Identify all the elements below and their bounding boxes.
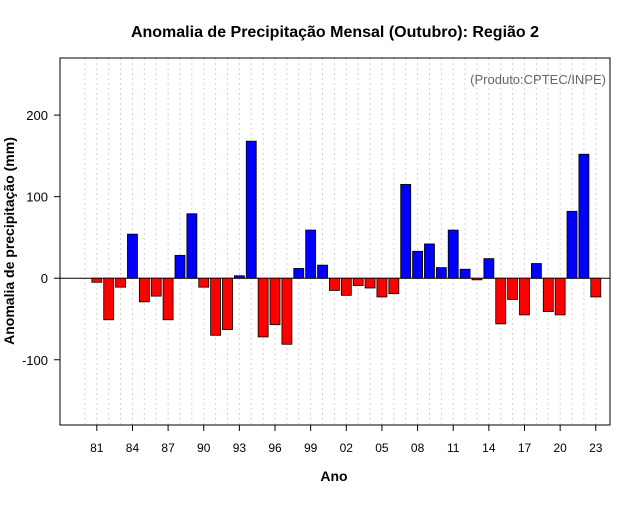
x-tick-label: 23 [589,441,603,455]
bar [222,277,233,330]
x-tick-label: 17 [518,441,532,455]
x-tick-label: 93 [233,441,247,455]
bar [566,210,578,279]
x-tick-label: 05 [375,441,389,455]
bar [115,277,126,288]
x-tick-label: 02 [340,441,354,455]
credit-text: (Produto:CPTEC/INPE) [470,72,606,87]
bar [400,184,412,279]
x-tick-label: 84 [126,441,140,455]
bar [329,277,340,291]
x-tick-label: 90 [197,441,211,455]
y-tick-label: 100 [26,190,48,205]
y-axis: -100 0 100 200 [22,108,60,368]
x-tick-label: 11 [447,441,460,455]
bar [293,268,305,279]
bar [138,277,150,303]
bar [317,264,328,279]
bar [388,277,400,295]
bar [103,277,115,321]
bar [198,277,210,288]
bar [519,277,530,316]
x-tick-label: 14 [482,441,496,455]
plot-frame [59,57,611,426]
bar [447,229,459,279]
bar [424,243,435,279]
chart-title: Anomalia de Precipitação Mensal (Outubro… [131,24,539,41]
bar [91,277,103,283]
bar [150,277,162,297]
bar [210,277,222,336]
y-axis-title: Anomalia de precipitação (mm) [1,137,17,345]
bar [376,277,388,298]
bar [269,277,281,326]
x-tick-label: 81 [90,441,104,455]
bar [162,277,174,321]
x-tick-label: 96 [268,441,282,455]
bar [305,229,317,279]
bar [340,277,352,296]
bar [507,277,519,300]
bar [186,213,198,279]
bar [554,277,566,316]
bar [352,277,364,286]
bar [530,263,542,279]
y-tick-label: 0 [41,271,48,286]
bar [542,277,554,313]
bar [412,250,423,279]
grid-lines [84,58,597,425]
bar [471,277,483,281]
bar [578,153,590,279]
x-tick-label: 20 [553,441,567,455]
x-tick-label: 08 [411,441,425,455]
bar [257,277,269,338]
y-tick-label: 200 [26,108,48,123]
bar [174,254,186,279]
x-axis-title: Ano [320,468,347,484]
bar [245,140,257,279]
bar [459,268,471,279]
x-tick-label: 87 [161,441,175,455]
x-axis: 81 84 87 90 93 96 99 02 05 08 11 14 17 20 23 [90,425,603,455]
bar [281,277,293,345]
bar [364,277,376,289]
x-tick-label: 99 [304,441,318,455]
bar [483,258,495,279]
bars [91,140,602,345]
bar [233,275,245,279]
bar [590,277,602,298]
bar [435,267,447,279]
bar [495,277,507,325]
bar [127,233,138,279]
y-tick-label: -100 [22,353,48,368]
